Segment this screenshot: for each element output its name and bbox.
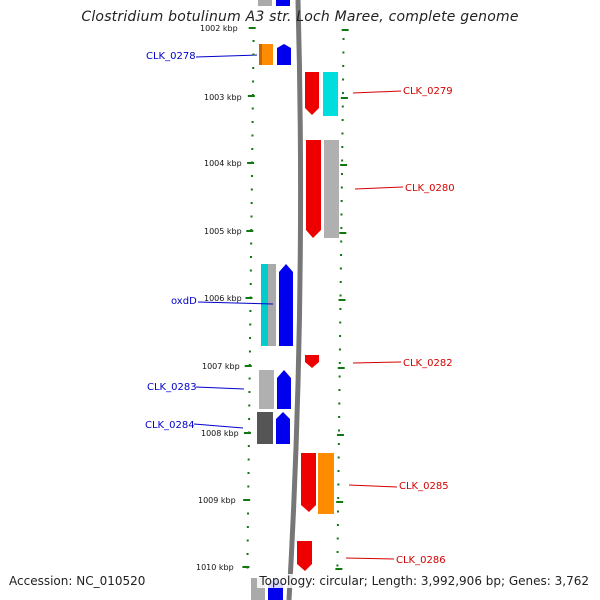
scale-label-1007: 1007 kbp bbox=[202, 362, 240, 371]
gene-clk0286[interactable] bbox=[297, 541, 312, 571]
scale-label-1003: 1003 kbp bbox=[204, 93, 242, 102]
scale-ticks bbox=[242, 27, 349, 570]
scale-label-1002: 1002 kbp bbox=[200, 24, 238, 33]
gene-label-clk0282[interactable]: CLK_0282 bbox=[403, 358, 453, 369]
genome-summary: Topology: circular; Length: 3,992,906 bp… bbox=[257, 574, 591, 588]
gene-oxdd[interactable] bbox=[261, 264, 293, 346]
gene-top-partial bbox=[258, 0, 290, 6]
scale-label-1004: 1004 kbp bbox=[204, 159, 242, 168]
leader-clk0282 bbox=[352, 361, 402, 364]
leader-clk0278 bbox=[195, 54, 258, 58]
leader-clk0284 bbox=[193, 423, 244, 429]
leader-clk0283 bbox=[195, 386, 245, 390]
gene-label-oxdd[interactable]: oxdD bbox=[171, 296, 197, 307]
genome-backbone bbox=[286, 0, 304, 600]
scale-label-1008: 1008 kbp bbox=[201, 429, 239, 438]
map-title: Clostridium botulinum A3 str. Loch Maree… bbox=[81, 9, 519, 25]
leader-clk0279 bbox=[352, 90, 402, 94]
leader-clk0286 bbox=[345, 557, 395, 560]
gene-clk0283[interactable] bbox=[259, 370, 291, 409]
scale-label-1010: 1010 kbp bbox=[196, 563, 234, 572]
gene-clk0278[interactable] bbox=[259, 44, 291, 65]
gene-label-clk0285[interactable]: CLK_0285 bbox=[399, 481, 449, 492]
gene-clk0280[interactable] bbox=[306, 140, 339, 238]
leader-oxdd bbox=[197, 301, 274, 305]
leader-clk0280 bbox=[354, 186, 404, 190]
gene-label-clk0284[interactable]: CLK_0284 bbox=[145, 420, 195, 431]
gene-label-clk0278[interactable]: CLK_0278 bbox=[146, 51, 196, 62]
gene-clk0282[interactable] bbox=[305, 355, 319, 368]
gene-clk0279[interactable] bbox=[305, 72, 338, 116]
scale-label-1009: 1009 kbp bbox=[198, 496, 236, 505]
scale-label-1006: 1006 kbp bbox=[204, 294, 242, 303]
gene-label-clk0279[interactable]: CLK_0279 bbox=[403, 86, 453, 97]
scale-label-1005: 1005 kbp bbox=[204, 227, 242, 236]
gene-clk0284[interactable] bbox=[257, 412, 290, 444]
leader-clk0285 bbox=[348, 484, 398, 488]
gene-label-clk0280[interactable]: CLK_0280 bbox=[405, 183, 455, 194]
gene-label-clk0286[interactable]: CLK_0286 bbox=[396, 555, 446, 566]
gene-clk0285[interactable] bbox=[301, 453, 334, 514]
accession-text: Accession: NC_010520 bbox=[9, 574, 146, 588]
gene-label-clk0283[interactable]: CLK_0283 bbox=[147, 382, 197, 393]
